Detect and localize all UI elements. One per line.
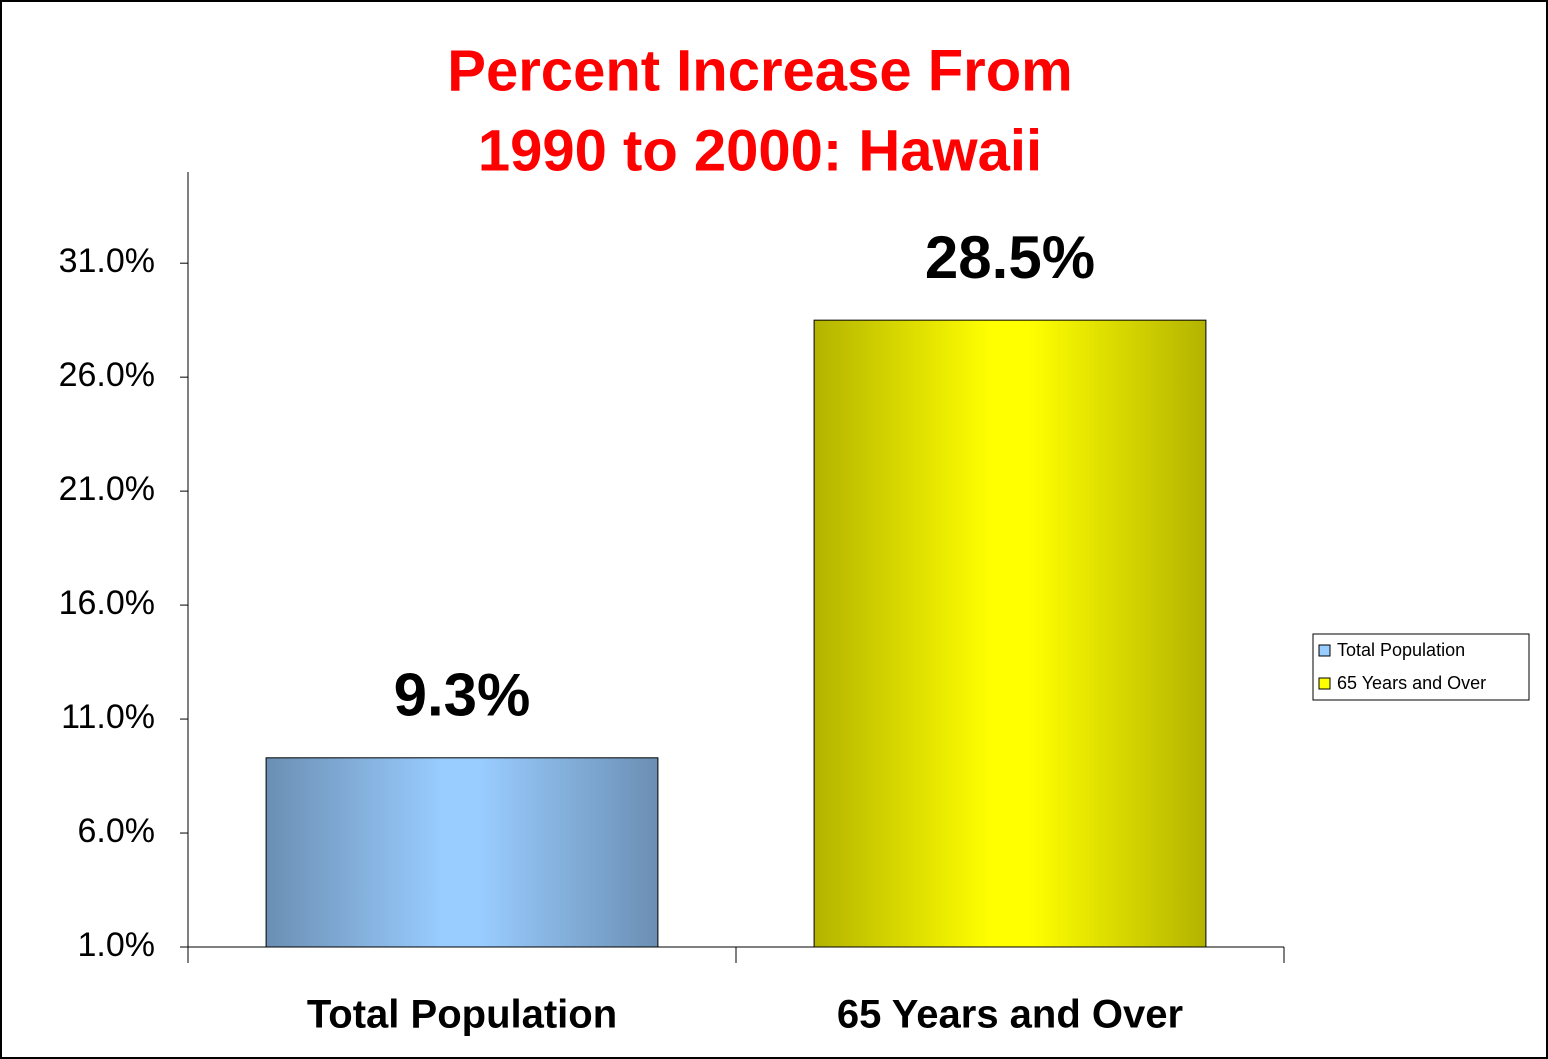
chart-title: 1990 to 2000: Hawaii xyxy=(478,118,1042,183)
bar xyxy=(813,319,1207,948)
x-tick-label: Total Population xyxy=(307,993,617,1037)
y-tick-label: 21.0% xyxy=(59,470,155,508)
legend-label: Total Population xyxy=(1337,640,1465,660)
bar xyxy=(265,757,659,948)
y-tick-label: 11.0% xyxy=(61,698,155,736)
chart-title: Percent Increase From xyxy=(447,38,1072,103)
legend-box xyxy=(1312,633,1530,701)
value-label: 28.5% xyxy=(925,224,1095,291)
legend-label: 65 Years and Over xyxy=(1337,673,1486,693)
legend-swatch xyxy=(1318,677,1331,690)
legend-swatch xyxy=(1318,644,1331,657)
y-tick-label: 6.0% xyxy=(78,812,156,850)
y-tick-label: 16.0% xyxy=(59,584,155,622)
y-tick-label: 31.0% xyxy=(59,242,155,280)
x-tick-label: 65 Years and Over xyxy=(837,993,1183,1037)
value-label: 9.3% xyxy=(394,662,531,729)
y-tick-label: 26.0% xyxy=(59,356,155,394)
y-tick-label: 1.0% xyxy=(78,926,156,964)
